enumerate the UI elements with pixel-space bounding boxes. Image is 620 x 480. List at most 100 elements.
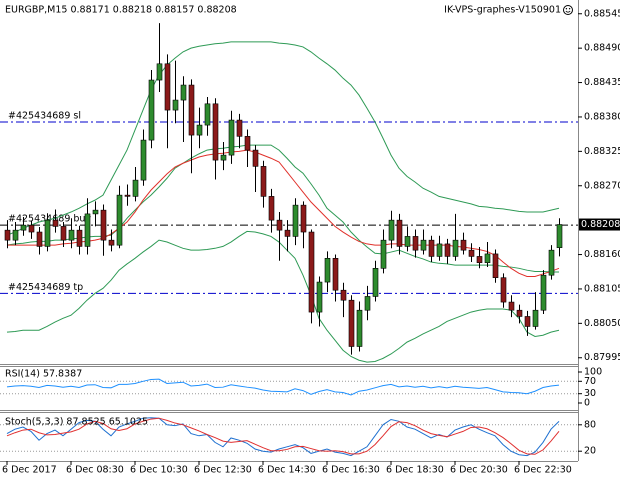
candle-body [332, 258, 339, 291]
smiley-icon [563, 5, 573, 15]
candle-body [324, 258, 331, 283]
candle-body [268, 196, 275, 221]
x-tick-label: 6 Dec 22:30 [514, 465, 572, 476]
y-tick-label: 0.88490 [584, 43, 620, 54]
chart-title: EURGBP,M15 0.88171 0.88218 0.88157 0.882… [5, 5, 237, 16]
indicator-name: IK-VPS-graphes-V150901 [444, 5, 561, 16]
candle-body [52, 219, 59, 227]
x-tick-label: 6 Dec 18:30 [386, 465, 444, 476]
x-tick-label: 6 Dec 10:30 [130, 465, 188, 476]
order-level-label: #425434689 sl [8, 110, 81, 121]
y-tick-label: 0 [584, 398, 590, 409]
candle-body [476, 256, 483, 263]
indicator-line [6, 230, 560, 363]
candle-body [204, 103, 211, 126]
smiley-eye [568, 8, 571, 10]
indicator-line [6, 417, 560, 455]
candle-body [252, 149, 259, 167]
x-tick-label: 6 Dec 20:30 [450, 465, 508, 476]
candle-body [20, 224, 27, 231]
candle-body [412, 236, 419, 251]
y-tick-label: 0.87995 [584, 352, 620, 363]
candle-body [420, 239, 427, 251]
candle-body [308, 231, 315, 313]
y-tick-label: 100 [584, 367, 602, 378]
candle-body [532, 309, 539, 327]
candle-body [284, 229, 291, 237]
candle-body [436, 243, 443, 257]
y-tick-label: 0.88105 [584, 283, 620, 294]
candle-body [212, 103, 219, 161]
candle-body [244, 136, 251, 151]
candle-body [236, 119, 243, 137]
candle-body [468, 249, 475, 257]
candle-body [300, 204, 307, 233]
candle-body [508, 301, 515, 311]
candle-body [516, 309, 523, 317]
candle-body [116, 194, 123, 246]
y-tick-label: 20 [584, 446, 596, 457]
y-tick-label: 0.88435 [584, 77, 620, 88]
candle-body [68, 229, 75, 241]
y-tick-label: 0.88270 [584, 180, 620, 191]
smiley-eye [565, 8, 568, 10]
stoch-title: Stoch(5,3,3) 87.8525 65.1025 [5, 417, 148, 428]
y-tick-label: 0.88160 [584, 249, 620, 260]
y-tick-label: 0.88380 [584, 111, 620, 122]
indicator-line [6, 417, 560, 457]
candle-body [220, 154, 227, 161]
y-tick-label: 30 [584, 388, 596, 399]
candle-body [108, 239, 115, 246]
order-level-label: #425434689 tp [8, 282, 83, 293]
indicator-line [6, 144, 559, 273]
candle-body [348, 299, 355, 347]
rsi-title: RSI(14) 57.8387 [5, 369, 82, 380]
y-tick-label: 0.88325 [584, 146, 620, 157]
candle-body [76, 229, 83, 247]
x-tick-label: 6 Dec 16:30 [322, 465, 380, 476]
candle-body [372, 268, 379, 297]
candle-body [340, 289, 347, 301]
candle-body [172, 99, 179, 111]
candle-body [196, 124, 203, 136]
candle-body [316, 281, 323, 313]
x-tick-label: 6 Dec 08:30 [66, 465, 124, 476]
candle-body [84, 213, 91, 247]
candle-body [140, 139, 147, 181]
candle-body [484, 253, 491, 263]
candle-body [260, 166, 267, 197]
y-tick-label: 0.88545 [584, 8, 620, 19]
candle-body [44, 219, 51, 247]
y-tick-label: 0.88050 [584, 318, 620, 329]
candle-body [388, 219, 395, 241]
candle-body [460, 239, 467, 251]
candle-body [492, 253, 499, 278]
candle-body [452, 239, 459, 257]
candle-body [396, 219, 403, 247]
candle-body [356, 309, 363, 347]
frame [0, 0, 579, 462]
candle-body [276, 219, 283, 231]
y-tick-label: 70 [584, 376, 596, 387]
candle-body [188, 84, 195, 136]
smiley-face [563, 5, 573, 15]
candle-body [540, 274, 547, 311]
candle-body [28, 224, 35, 233]
candle-body [132, 179, 139, 197]
indicator-line [7, 149, 560, 277]
last-price-label: 0.88208 [581, 219, 620, 230]
candle-body [12, 229, 19, 241]
x-tick-label: 6 Dec 2017 [2, 465, 57, 476]
candle-body [364, 296, 371, 311]
candle-body [548, 249, 555, 276]
candle-body [156, 63, 163, 81]
candle-body [556, 224, 563, 248]
candle-body [60, 226, 67, 241]
x-tick-label: 6 Dec 12:30 [194, 465, 252, 476]
indicator-line [6, 41, 560, 236]
candle-body [500, 277, 507, 303]
candle-body [524, 316, 531, 327]
candle-body [36, 231, 43, 247]
candle-body [124, 194, 131, 197]
